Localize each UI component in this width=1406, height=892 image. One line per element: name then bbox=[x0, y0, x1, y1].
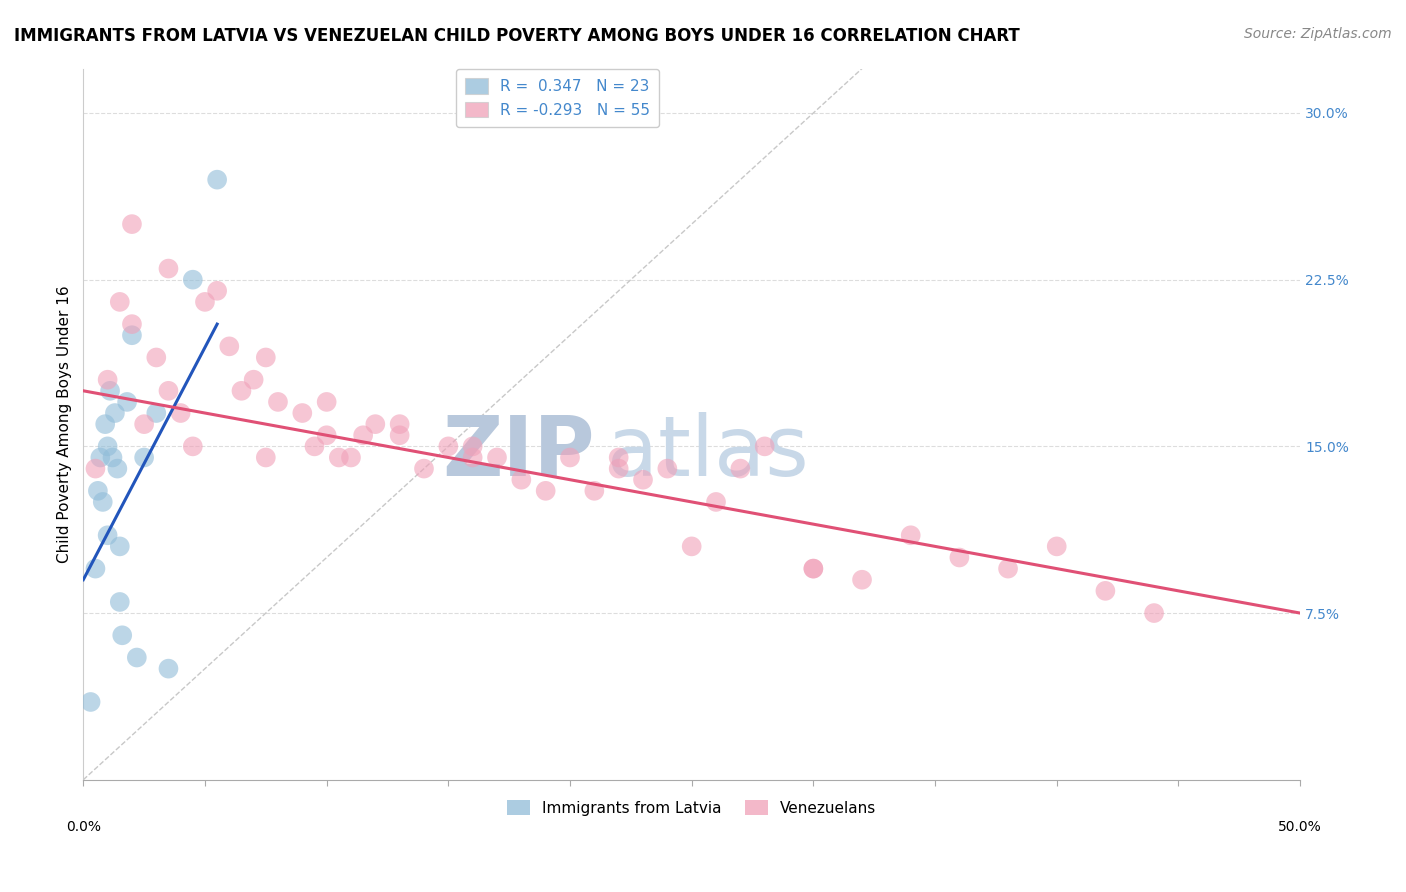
Point bbox=[89, 450, 111, 465]
Point bbox=[388, 417, 411, 431]
Point bbox=[84, 461, 107, 475]
Point bbox=[801, 561, 824, 575]
Point bbox=[121, 328, 143, 343]
Point bbox=[108, 540, 131, 554]
Point bbox=[111, 628, 134, 642]
Point bbox=[145, 351, 167, 365]
Point bbox=[218, 339, 240, 353]
Point bbox=[101, 450, 124, 465]
Text: atlas: atlas bbox=[606, 412, 808, 493]
Point bbox=[510, 473, 533, 487]
Point bbox=[254, 450, 277, 465]
Text: 0.0%: 0.0% bbox=[66, 820, 101, 834]
Point bbox=[801, 561, 824, 575]
Point bbox=[704, 495, 727, 509]
Point bbox=[437, 439, 460, 453]
Point bbox=[205, 284, 228, 298]
Point bbox=[413, 461, 436, 475]
Legend: Immigrants from Latvia, Venezuelans: Immigrants from Latvia, Venezuelans bbox=[501, 794, 883, 822]
Point bbox=[730, 461, 752, 475]
Text: Source: ZipAtlas.com: Source: ZipAtlas.com bbox=[1244, 27, 1392, 41]
Point bbox=[134, 450, 156, 465]
Point bbox=[108, 294, 131, 309]
Point bbox=[121, 217, 143, 231]
Point bbox=[84, 561, 107, 575]
Point bbox=[134, 417, 156, 431]
Point bbox=[242, 373, 264, 387]
Point bbox=[157, 384, 180, 398]
Point bbox=[98, 384, 121, 398]
Point bbox=[157, 261, 180, 276]
Point bbox=[1046, 540, 1069, 554]
Point bbox=[558, 450, 581, 465]
Point bbox=[340, 450, 363, 465]
Point bbox=[231, 384, 253, 398]
Point bbox=[754, 439, 776, 453]
Point bbox=[461, 439, 484, 453]
Point bbox=[254, 351, 277, 365]
Point bbox=[205, 172, 228, 186]
Point bbox=[108, 595, 131, 609]
Point bbox=[79, 695, 101, 709]
Point bbox=[900, 528, 922, 542]
Point bbox=[364, 417, 387, 431]
Point bbox=[97, 373, 120, 387]
Point bbox=[267, 395, 290, 409]
Point bbox=[681, 540, 703, 554]
Point bbox=[657, 461, 679, 475]
Point bbox=[607, 461, 630, 475]
Point bbox=[291, 406, 314, 420]
Point bbox=[97, 528, 120, 542]
Point bbox=[388, 428, 411, 442]
Point bbox=[851, 573, 873, 587]
Point bbox=[194, 294, 217, 309]
Point bbox=[181, 273, 204, 287]
Point bbox=[631, 473, 654, 487]
Point bbox=[157, 662, 180, 676]
Point bbox=[997, 561, 1019, 575]
Point bbox=[583, 483, 606, 498]
Point bbox=[121, 317, 143, 331]
Point bbox=[97, 439, 120, 453]
Point bbox=[115, 395, 138, 409]
Point bbox=[607, 450, 630, 465]
Point bbox=[91, 495, 114, 509]
Point bbox=[169, 406, 191, 420]
Text: IMMIGRANTS FROM LATVIA VS VENEZUELAN CHILD POVERTY AMONG BOYS UNDER 16 CORRELATI: IMMIGRANTS FROM LATVIA VS VENEZUELAN CHI… bbox=[14, 27, 1019, 45]
Text: 50.0%: 50.0% bbox=[1278, 820, 1322, 834]
Point bbox=[145, 406, 167, 420]
Point bbox=[352, 428, 374, 442]
Y-axis label: Child Poverty Among Boys Under 16: Child Poverty Among Boys Under 16 bbox=[58, 285, 72, 563]
Point bbox=[328, 450, 350, 465]
Point bbox=[181, 439, 204, 453]
Point bbox=[315, 395, 337, 409]
Point bbox=[125, 650, 148, 665]
Point bbox=[1094, 583, 1116, 598]
Point bbox=[94, 417, 117, 431]
Text: ZIP: ZIP bbox=[441, 412, 595, 493]
Point bbox=[485, 450, 508, 465]
Point bbox=[104, 406, 127, 420]
Point bbox=[948, 550, 970, 565]
Point bbox=[534, 483, 557, 498]
Point bbox=[1143, 606, 1166, 620]
Point bbox=[461, 450, 484, 465]
Point bbox=[315, 428, 337, 442]
Point bbox=[304, 439, 326, 453]
Point bbox=[87, 483, 110, 498]
Point bbox=[105, 461, 128, 475]
